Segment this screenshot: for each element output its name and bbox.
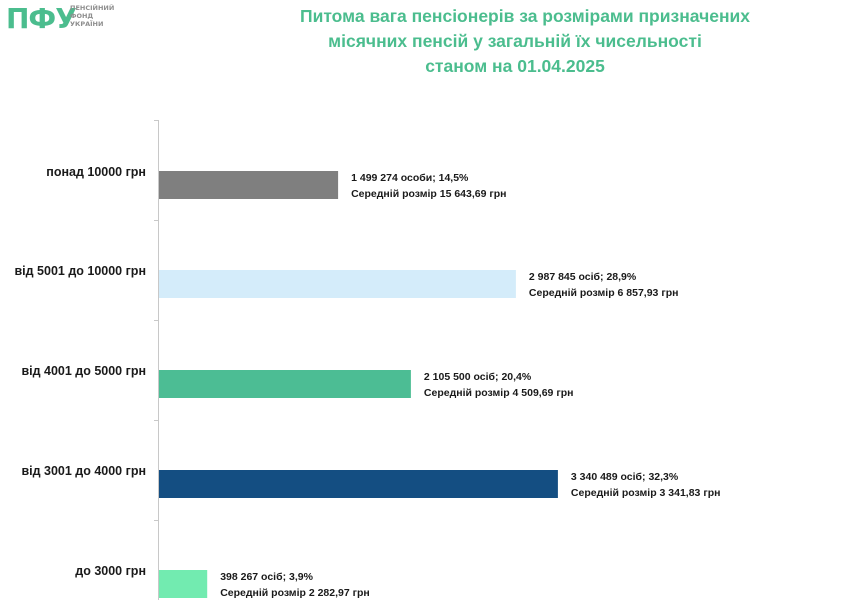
category-labels: понад 10000 грн від 5001 до 10000 грн від … xyxy=(14,165,146,578)
pfu-logo: ПФУ ПЕНСІЙНИЙ ФОНД УКРАЇНИ xyxy=(4,2,124,42)
chart-title-line-1: Питома вага пенсіонерів за розмірами при… xyxy=(300,6,751,26)
data-label-average: Середній розмір 4 509,69 грн xyxy=(424,387,574,399)
bar xyxy=(159,470,558,498)
category-label: до 3000 грн xyxy=(75,564,146,578)
pfu-logo-line-3: УКРАЇНИ xyxy=(70,20,104,28)
pfu-logo-line-2: ФОНД xyxy=(70,12,94,20)
chart-title-line-2: місячних пенсій у загальній їх чисельнос… xyxy=(328,31,702,51)
data-label-count: 1 499 274 особи; 14,5% xyxy=(351,172,469,184)
bar xyxy=(159,171,339,199)
pfu-logo-text: ПЕНСІЙНИЙ ФОНД УКРАЇНИ xyxy=(70,4,114,28)
data-label-average: Середній розмір 2 282,97 грн xyxy=(220,587,370,599)
pfu-logo-line-1: ПЕНСІЙНИЙ xyxy=(70,4,115,12)
y-axis-ticks xyxy=(154,120,159,521)
pfu-logo-mark: ПФУ xyxy=(6,2,77,35)
data-label-count: 398 267 осіб; 3,9% xyxy=(220,571,313,583)
data-label-average: Середній розмір 3 341,83 грн xyxy=(571,487,721,499)
chart-title-line-3: станом на 01.04.2025 xyxy=(425,56,605,76)
data-label-average: Середній розмір 6 857,93 грн xyxy=(529,287,679,299)
category-label: від 3001 до 4000 грн xyxy=(21,464,146,478)
bar xyxy=(159,370,411,398)
bar xyxy=(159,570,208,598)
chart-title: Питома вага пенсіонерів за розмірами при… xyxy=(300,4,751,79)
bar xyxy=(159,270,516,298)
data-label-count: 2 105 500 осіб; 20,4% xyxy=(424,371,532,383)
bars xyxy=(159,171,558,598)
data-labels: 1 499 274 особи; 14,5% Середній розмір 15… xyxy=(220,172,720,599)
category-label: понад 10000 грн xyxy=(46,165,146,179)
category-label: від 4001 до 5000 грн xyxy=(21,364,146,378)
category-label: від 5001 до 10000 грн xyxy=(14,264,146,278)
data-label-count: 2 987 845 осіб; 28,9% xyxy=(529,271,637,283)
data-label-count: 3 340 489 осіб; 32,3% xyxy=(571,471,679,483)
data-label-average: Середній розмір 15 643,69 грн xyxy=(351,188,506,200)
